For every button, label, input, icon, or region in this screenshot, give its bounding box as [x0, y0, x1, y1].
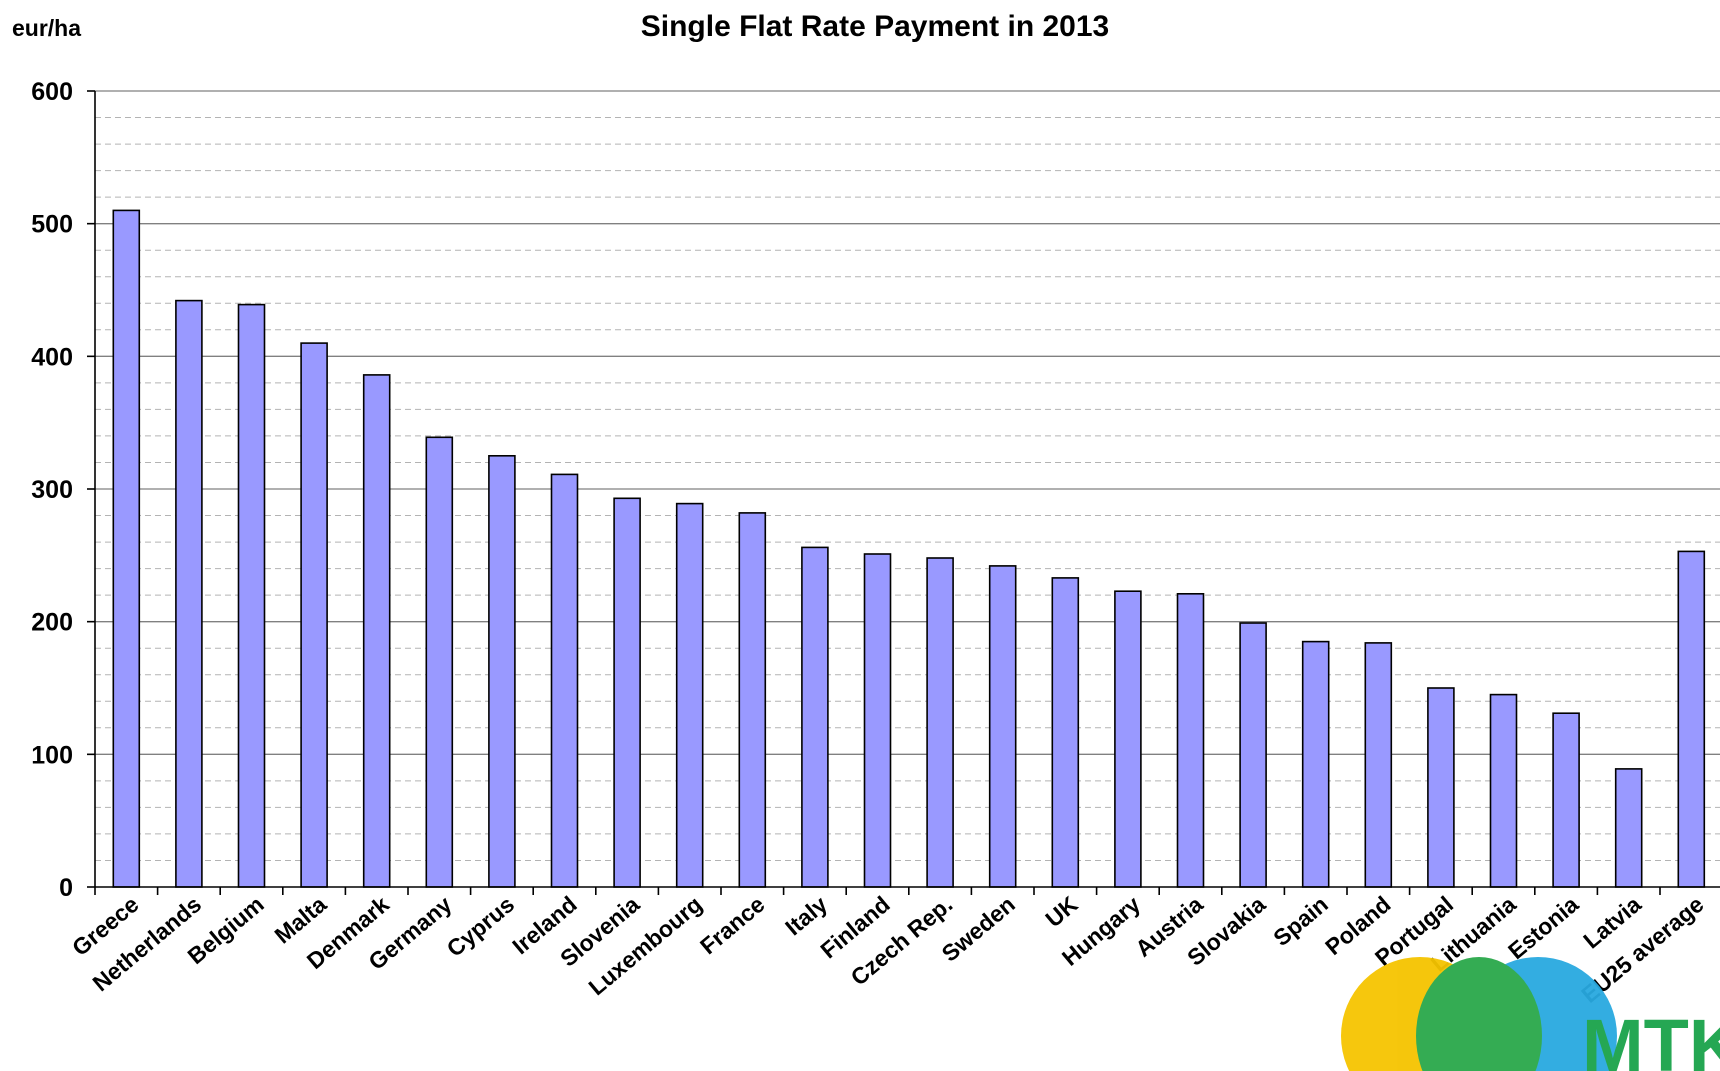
bar: [1677, 550, 1706, 888]
bar: [300, 342, 328, 888]
axes: [87, 90, 1720, 895]
bar: [613, 497, 641, 888]
mtk-logo: MTK: [1341, 957, 1720, 1071]
y-tick-labels: 0 100 200 300 400 500 600: [31, 78, 73, 902]
bar: [1051, 577, 1080, 888]
bar: [738, 512, 767, 888]
y-tick-label: 600: [31, 78, 73, 106]
bar: [1114, 590, 1142, 888]
x-tick-label: Estonia: [1503, 891, 1584, 964]
x-tick-label: France: [695, 891, 770, 959]
bar: [488, 454, 516, 888]
y-tick-label: 100: [31, 741, 73, 769]
bar: [1364, 642, 1393, 888]
bar: [1427, 687, 1455, 888]
y-tick-label: 200: [31, 609, 73, 637]
logo-text: MTK: [1582, 1004, 1720, 1071]
bar: [1614, 768, 1643, 888]
bars: [112, 209, 1706, 888]
bar: [362, 374, 391, 888]
logo-green-circle: [1416, 957, 1542, 1071]
bar: [175, 299, 203, 888]
bar: [1301, 640, 1330, 888]
chart-title: Single Flat Rate Payment in 2013: [641, 10, 1110, 43]
y-tick-label: 300: [31, 476, 73, 504]
y-tick-label: 0: [59, 874, 73, 902]
bar: [1176, 592, 1205, 888]
bar: [926, 557, 954, 888]
bar: [425, 436, 454, 888]
y-tick-label: 500: [31, 211, 73, 239]
x-tick-label: Italy: [780, 891, 832, 941]
y-tick-label: 400: [31, 343, 73, 371]
bar: [237, 303, 266, 888]
bar: [112, 209, 141, 888]
bar: [988, 565, 1017, 888]
bar: [675, 502, 704, 888]
bar: [550, 473, 579, 888]
y-axis-unit-label: eur/ha: [12, 15, 81, 41]
x-tick-label: UK: [1040, 891, 1082, 933]
bar: [1489, 693, 1518, 888]
bar: [1239, 622, 1267, 888]
x-tick-label: Cyprus: [442, 891, 519, 962]
bar: [1552, 712, 1580, 888]
gridlines: [95, 90, 1720, 861]
bar: [801, 546, 829, 888]
bar: [863, 553, 892, 888]
